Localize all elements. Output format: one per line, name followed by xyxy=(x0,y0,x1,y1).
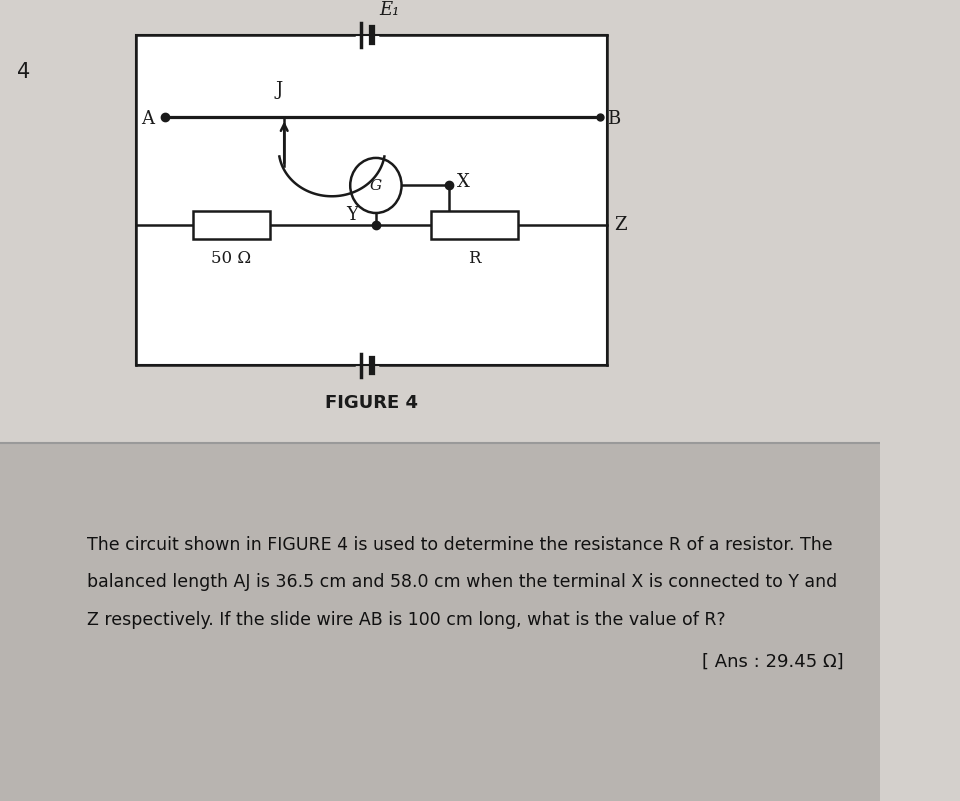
Bar xyxy=(0,443,880,801)
Circle shape xyxy=(350,158,401,213)
Bar xyxy=(193,211,271,239)
Text: 4: 4 xyxy=(16,62,30,83)
Text: 50 Ω: 50 Ω xyxy=(211,251,252,268)
Text: FIGURE 4: FIGURE 4 xyxy=(324,394,418,412)
Text: A: A xyxy=(141,110,154,127)
Text: G: G xyxy=(370,179,382,193)
Text: The circuit shown in FIGURE 4 is used to determine the resistance R of a resisto: The circuit shown in FIGURE 4 is used to… xyxy=(87,536,832,554)
Text: E₁: E₁ xyxy=(379,2,400,19)
Text: X: X xyxy=(457,172,469,191)
Bar xyxy=(431,211,518,239)
Text: B: B xyxy=(607,110,620,127)
Text: R: R xyxy=(468,251,481,268)
Text: Y: Y xyxy=(346,206,357,224)
Bar xyxy=(0,14,880,443)
Bar xyxy=(135,35,607,365)
Text: J: J xyxy=(276,81,283,99)
Text: [ Ans : 29.45 Ω]: [ Ans : 29.45 Ω] xyxy=(702,653,844,671)
Text: Z respectively. If the slide wire AB is 100 cm long, what is the value of R?: Z respectively. If the slide wire AB is … xyxy=(87,611,726,629)
Text: Z: Z xyxy=(614,215,627,234)
Text: balanced length AJ is 36.5 cm and 58.0 cm when the terminal X is connected to Y : balanced length AJ is 36.5 cm and 58.0 c… xyxy=(87,574,837,591)
